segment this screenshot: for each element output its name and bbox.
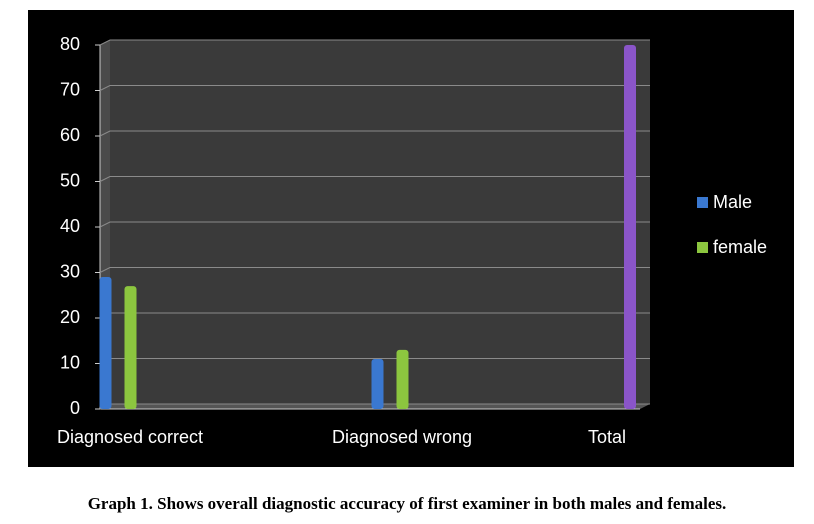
grid-line: [99, 267, 650, 273]
legend-label: female: [713, 237, 767, 257]
y-tick-label: 0: [70, 398, 80, 418]
grid-line: [99, 176, 650, 182]
grid-line: [99, 221, 650, 228]
y-tick-label: 60: [60, 125, 80, 145]
bar: [396, 349, 409, 409]
bar: [371, 358, 384, 409]
grid-line: [99, 130, 650, 137]
y-tick-label: 10: [60, 352, 80, 372]
grid-line: [99, 39, 650, 46]
grid-line: [99, 85, 650, 91]
y-tick-label: 50: [60, 170, 80, 190]
y-tick-label: 80: [60, 34, 80, 54]
x-tick-label: Diagnosed wrong: [332, 427, 472, 447]
bar: [624, 45, 636, 409]
legend-label: Male: [713, 192, 752, 212]
bar: [99, 277, 112, 409]
x-tick-label: Total: [588, 427, 626, 447]
legend-marker: [697, 242, 708, 253]
y-tick-label: 40: [60, 216, 80, 236]
y-tick-label: 70: [60, 79, 80, 99]
y-tick-label: 20: [60, 307, 80, 327]
x-tick-label: Diagnosed correct: [57, 427, 203, 447]
y-tick-label: 30: [60, 261, 80, 281]
bar: [124, 286, 137, 409]
legend-marker: [697, 197, 708, 208]
caption: Graph 1. Shows overall diagnostic accura…: [88, 494, 727, 513]
